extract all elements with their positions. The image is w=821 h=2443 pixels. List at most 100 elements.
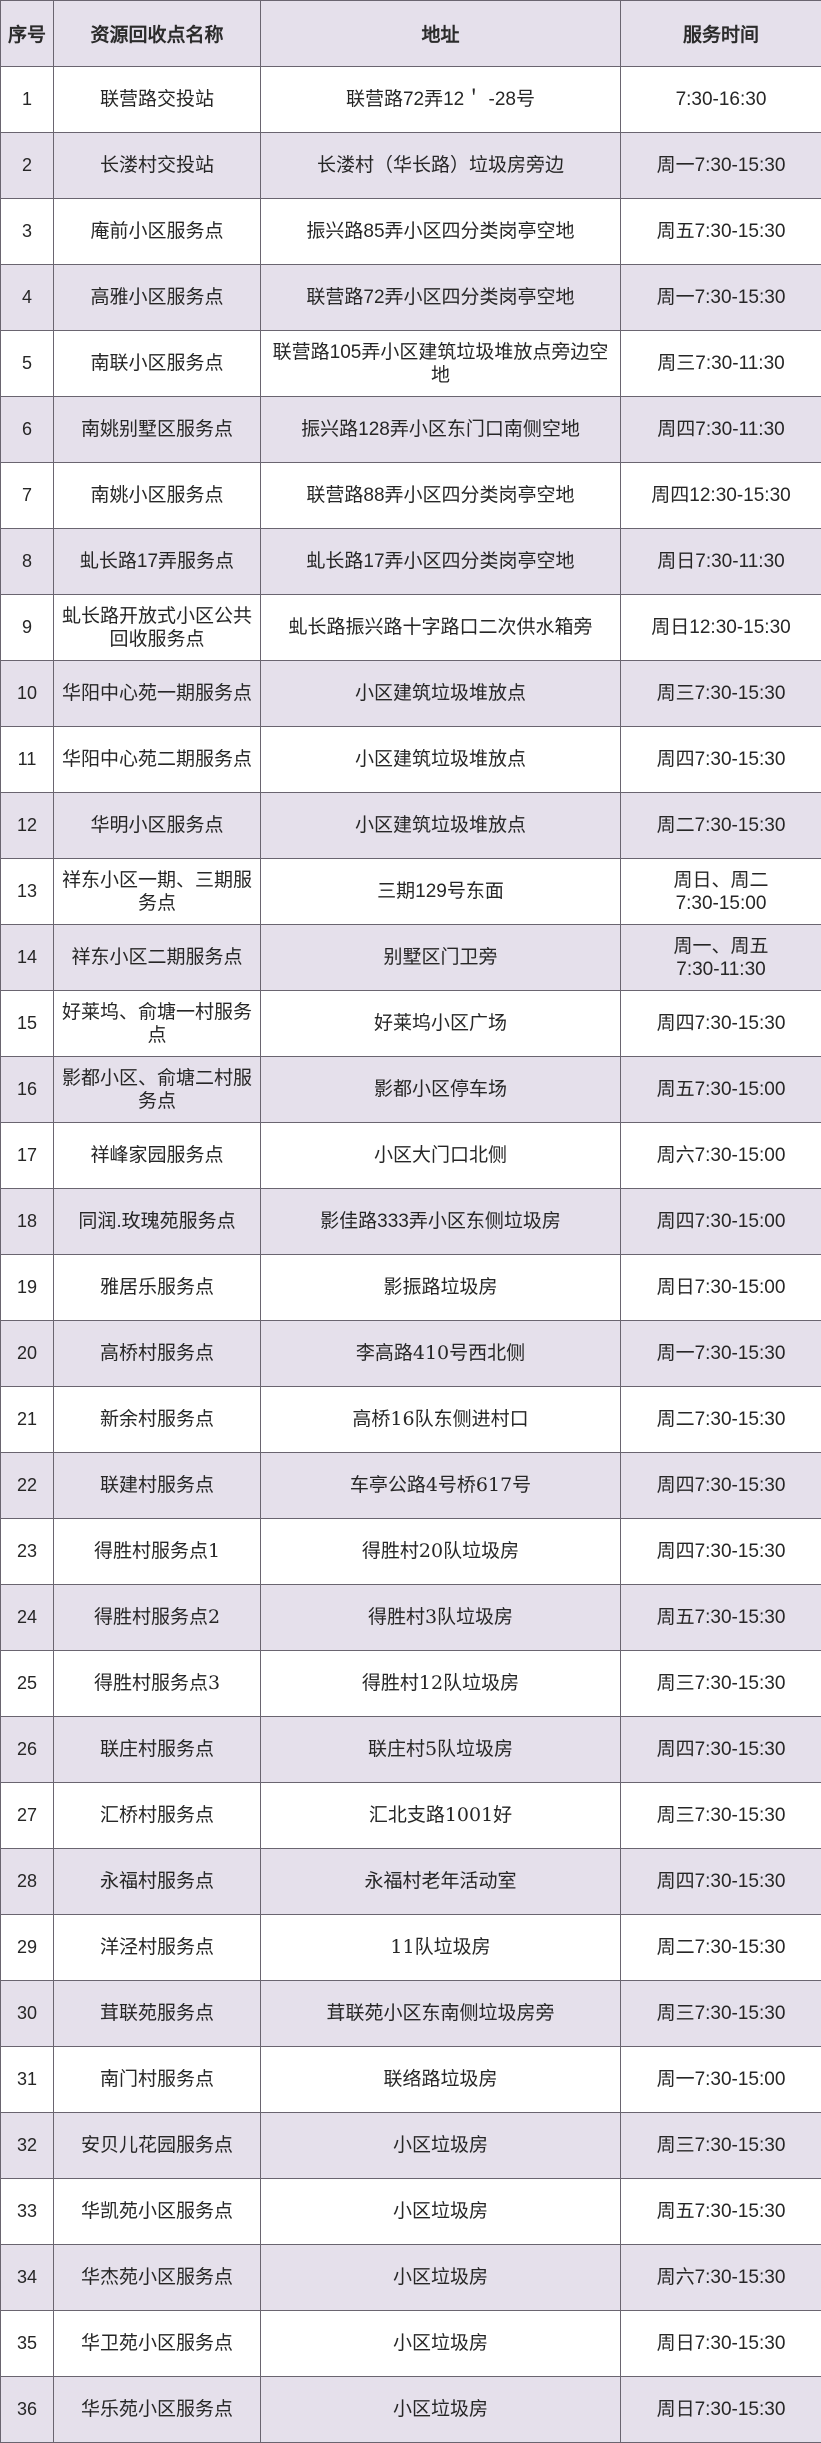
service-time-cell: 周六7:30-15:00: [620, 1122, 821, 1189]
table-row: 35 华卫苑小区服务点 小区垃圾房 周日7:30-15:30: [0, 2310, 821, 2377]
service-time-cell: 7:30-16:30: [620, 66, 821, 133]
address-cell: 汇北支路1001好: [260, 1782, 621, 1849]
row-index-cell: 27: [0, 1782, 54, 1849]
address-cell: 车亭公路4号桥617号: [260, 1452, 621, 1519]
service-time-cell: 周一7:30-15:30: [620, 132, 821, 199]
table-row: 17 祥峰家园服务点 小区大门口北侧 周六7:30-15:00: [0, 1122, 821, 1189]
service-time-cell: 周五7:30-15:00: [620, 1056, 821, 1123]
site-name-cell: 新余村服务点: [53, 1386, 261, 1453]
site-name-cell: 祥峰家园服务点: [53, 1122, 261, 1189]
service-time-cell: 周一7:30-15:30: [620, 264, 821, 331]
row-index-cell: 5: [0, 330, 54, 397]
site-name-cell: 影都小区、俞塘二村服务点: [53, 1056, 261, 1123]
site-name-cell: 虬长路17弄服务点: [53, 528, 261, 595]
table-row: 9 虬长路开放式小区公共回收服务点 虬长路振兴路十字路口二次供水箱旁 周日12:30-…: [0, 594, 821, 661]
table-row: 18 同润.玫瑰苑服务点 影佳路333弄小区东侧垃圾房 周四7:30-15:00: [0, 1188, 821, 1255]
service-time-cell: 周五7:30-15:30: [620, 198, 821, 265]
site-name-cell: 长溇村交投站: [53, 132, 261, 199]
table-row: 15 好莱坞、俞塘一村服务点 好莱坞小区广场 周四7:30-15:30: [0, 990, 821, 1057]
site-name-cell: 得胜村服务点3: [53, 1650, 261, 1717]
service-time-cell: 周四7:30-15:30: [620, 1452, 821, 1519]
row-index-cell: 31: [0, 2046, 54, 2113]
row-index-cell: 24: [0, 1584, 54, 1651]
site-name-cell: 茸联苑服务点: [53, 1980, 261, 2047]
site-name-cell: 庵前小区服务点: [53, 198, 261, 265]
service-time-cell: 周六7:30-15:30: [620, 2244, 821, 2311]
row-index-cell: 18: [0, 1188, 54, 1255]
service-time-cell: 周四7:30-11:30: [620, 396, 821, 463]
service-time-cell: 周日7:30-15:00: [620, 1254, 821, 1321]
address-cell: 影都小区停车场: [260, 1056, 621, 1123]
address-cell: 虬长路17弄小区四分类岗亭空地: [260, 528, 621, 595]
address-cell: 虬长路振兴路十字路口二次供水箱旁: [260, 594, 621, 661]
address-cell: 影佳路333弄小区东侧垃圾房: [260, 1188, 621, 1255]
service-time-cell: 周日、周二 7:30-15:00: [620, 858, 821, 925]
address-cell: 茸联苑小区东南侧垃圾房旁: [260, 1980, 621, 2047]
address-cell: 好莱坞小区广场: [260, 990, 621, 1057]
address-cell: 振兴路128弄小区东门口南侧空地: [260, 396, 621, 463]
service-time-cell: 周三7:30-15:30: [620, 660, 821, 727]
row-index-cell: 17: [0, 1122, 54, 1189]
address-cell: 11队垃圾房: [260, 1914, 621, 1981]
row-index-cell: 20: [0, 1320, 54, 1387]
table-header-row: 序号 资源回收点名称 地址 服务时间: [0, 0, 821, 67]
table-row: 3 庵前小区服务点 振兴路85弄小区四分类岗亭空地 周五7:30-15:30: [0, 198, 821, 265]
column-header-address: 地址: [260, 0, 621, 67]
service-time-cell: 周三7:30-15:30: [620, 2112, 821, 2179]
row-index-cell: 15: [0, 990, 54, 1057]
address-cell: 别墅区门卫旁: [260, 924, 621, 991]
address-cell: 三期129号东面: [260, 858, 621, 925]
site-name-cell: 雅居乐服务点: [53, 1254, 261, 1321]
address-cell: 永福村老年活动室: [260, 1848, 621, 1915]
address-cell: 联营路72弄12＇ -28号: [260, 66, 621, 133]
site-name-cell: 华卫苑小区服务点: [53, 2310, 261, 2377]
service-time-cell: 周四7:30-15:00: [620, 1188, 821, 1255]
address-cell: 小区垃圾房: [260, 2244, 621, 2311]
service-time-cell: 周四12:30-15:30: [620, 462, 821, 529]
service-time-cell: 周一、周五 7:30-11:30: [620, 924, 821, 991]
address-cell: 小区大门口北侧: [260, 1122, 621, 1189]
table-row: 32 安贝儿花园服务点 小区垃圾房 周三7:30-15:30: [0, 2112, 821, 2179]
site-name-cell: 联营路交投站: [53, 66, 261, 133]
table-row: 14 祥东小区二期服务点 别墅区门卫旁 周一、周五 7:30-11:30: [0, 924, 821, 991]
table-row: 5 南联小区服务点 联营路105弄小区建筑垃圾堆放点旁边空地 周三7:30-11:30: [0, 330, 821, 397]
table-row: 21 新余村服务点 高桥16队东侧进村口 周二7:30-15:30: [0, 1386, 821, 1453]
address-cell: 联庄村5队垃圾房: [260, 1716, 621, 1783]
row-index-cell: 21: [0, 1386, 54, 1453]
table-row: 11 华阳中心苑二期服务点 小区建筑垃圾堆放点 周四7:30-15:30: [0, 726, 821, 793]
table-body: 1 联营路交投站 联营路72弄12＇ -28号 7:30-16:30 2 长溇村交投站 长溇…: [0, 66, 821, 2443]
row-index-cell: 19: [0, 1254, 54, 1321]
table-row: 30 茸联苑服务点 茸联苑小区东南侧垃圾房旁 周三7:30-15:30: [0, 1980, 821, 2047]
service-time-cell: 周一7:30-15:30: [620, 1320, 821, 1387]
row-index-cell: 26: [0, 1716, 54, 1783]
service-time-cell: 周四7:30-15:30: [620, 990, 821, 1057]
site-name-cell: 南门村服务点: [53, 2046, 261, 2113]
table-row: 23 得胜村服务点1 得胜村20队垃圾房 周四7:30-15:30: [0, 1518, 821, 1585]
address-cell: 长溇村（华长路）垃圾房旁边: [260, 132, 621, 199]
table-row: 2 长溇村交投站 长溇村（华长路）垃圾房旁边 周一7:30-15:30: [0, 132, 821, 199]
table-row: 29 洋泾村服务点 11队垃圾房 周二7:30-15:30: [0, 1914, 821, 1981]
row-index-cell: 14: [0, 924, 54, 991]
row-index-cell: 36: [0, 2376, 54, 2443]
service-time-cell: 周三7:30-11:30: [620, 330, 821, 397]
table-row: 25 得胜村服务点3 得胜村12队垃圾房 周三7:30-15:30: [0, 1650, 821, 1717]
table-row: 10 华阳中心苑一期服务点 小区建筑垃圾堆放点 周三7:30-15:30: [0, 660, 821, 727]
site-name-cell: 高雅小区服务点: [53, 264, 261, 331]
site-name-cell: 华凯苑小区服务点: [53, 2178, 261, 2245]
address-cell: 影振路垃圾房: [260, 1254, 621, 1321]
service-time-cell: 周三7:30-15:30: [620, 1782, 821, 1849]
row-index-cell: 25: [0, 1650, 54, 1717]
site-name-cell: 华阳中心苑二期服务点: [53, 726, 261, 793]
row-index-cell: 28: [0, 1848, 54, 1915]
site-name-cell: 安贝儿花园服务点: [53, 2112, 261, 2179]
site-name-cell: 华乐苑小区服务点: [53, 2376, 261, 2443]
site-name-cell: 洋泾村服务点: [53, 1914, 261, 1981]
row-index-cell: 22: [0, 1452, 54, 1519]
site-name-cell: 联建村服务点: [53, 1452, 261, 1519]
site-name-cell: 得胜村服务点2: [53, 1584, 261, 1651]
table-header: 序号 资源回收点名称 地址 服务时间: [0, 0, 821, 67]
table-row: 28 永福村服务点 永福村老年活动室 周四7:30-15:30: [0, 1848, 821, 1915]
table-row: 8 虬长路17弄服务点 虬长路17弄小区四分类岗亭空地 周日7:30-11:30: [0, 528, 821, 595]
table-row: 33 华凯苑小区服务点 小区垃圾房 周五7:30-15:30: [0, 2178, 821, 2245]
